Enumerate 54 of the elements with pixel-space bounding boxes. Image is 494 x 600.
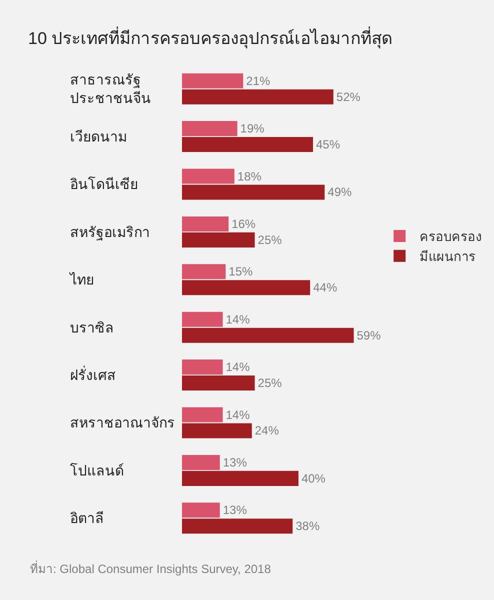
data-label: 25%	[258, 376, 282, 390]
data-label: 16%	[232, 216, 256, 231]
bar	[182, 312, 223, 327]
bar	[182, 502, 220, 518]
data-label: 14%	[226, 312, 250, 326]
bar	[182, 89, 334, 104]
bar	[182, 470, 298, 486]
data-label: 13%	[222, 503, 248, 518]
y-tick-label: เวียดนาม	[70, 128, 127, 144]
y-tick-label: โปแลนด์	[70, 462, 124, 478]
legend-label: มีแผนการ	[420, 248, 476, 264]
data-label: 13%	[222, 455, 248, 470]
bar	[182, 168, 234, 184]
y-tick-label: ไทย	[69, 272, 94, 288]
data-label: 38%	[296, 519, 320, 534]
chart-title: 10 ประเทศที่มีการครอบครองอุปกรณ์เอไอมากที่สุด	[28, 26, 393, 49]
data-label: 44%	[313, 280, 338, 295]
bar	[182, 184, 325, 200]
y-tick-label: บราซิล	[70, 319, 114, 336]
legend-label: ครอบครอง	[420, 229, 482, 244]
bar	[182, 216, 229, 232]
data-label: 21%	[246, 74, 270, 88]
bar	[182, 264, 226, 280]
data-label: 18%	[237, 169, 262, 184]
bar	[182, 360, 223, 375]
data-label: 24%	[254, 424, 280, 438]
data-label: 40%	[301, 471, 326, 486]
y-tick-label: สหราชอาณาจักร	[70, 414, 175, 431]
bar	[182, 280, 310, 296]
bar	[182, 137, 314, 152]
bar	[182, 423, 252, 438]
data-label: 15%	[228, 264, 254, 279]
data-label: 52%	[336, 90, 361, 104]
data-label: 25%	[258, 232, 282, 247]
bar	[182, 407, 223, 422]
data-label: 19%	[240, 122, 265, 136]
data-label: 45%	[316, 138, 340, 152]
bar	[182, 121, 238, 136]
y-tick-label: ฝรั่งเศส	[70, 366, 116, 383]
y-tick-label: สาธารณรัฐ ประชาชนจีน	[70, 72, 151, 106]
bar	[182, 73, 244, 88]
bar	[182, 454, 220, 470]
text: ที่มา: Global Consumer Insights Survey, 2018	[30, 560, 272, 576]
data-label: 59%	[356, 328, 382, 342]
y-tick-label: อินโดนีเซีย	[70, 176, 138, 192]
data-label: 49%	[328, 185, 352, 200]
y-tick-label: สหรัฐอเมริกา	[70, 224, 150, 241]
y-tick-label: อิตาลี	[70, 510, 104, 526]
data-label: 14%	[226, 360, 250, 374]
bar	[182, 518, 293, 534]
bar	[182, 328, 354, 343]
bar	[182, 376, 255, 391]
bar	[182, 232, 255, 248]
data-label: 14%	[226, 408, 250, 422]
